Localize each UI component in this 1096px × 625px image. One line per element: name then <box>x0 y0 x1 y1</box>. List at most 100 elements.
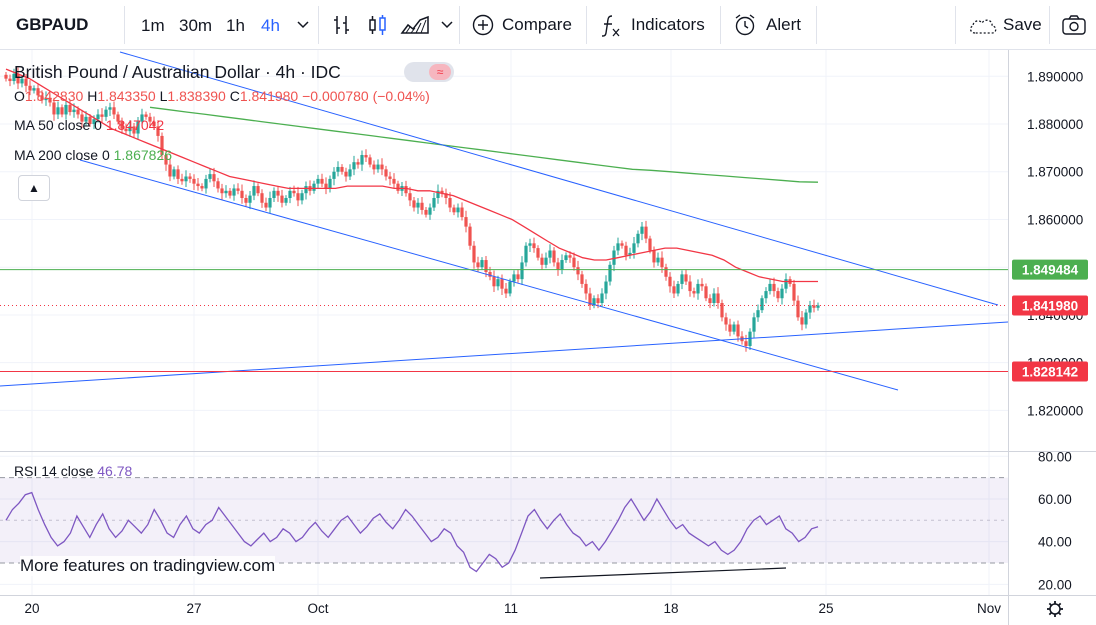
candle-body <box>276 190 280 196</box>
interval-1h[interactable]: 1h <box>226 16 245 35</box>
candle-body <box>504 288 508 294</box>
area-chart-icon[interactable] <box>400 13 430 37</box>
toolbar-divider <box>586 6 587 44</box>
bars-chart-icon[interactable] <box>330 13 354 37</box>
candle-body <box>492 276 496 287</box>
candle-body <box>272 190 276 198</box>
save-button[interactable]: Save <box>1003 15 1042 34</box>
plus-circle-icon[interactable] <box>472 14 494 36</box>
ma200-legend[interactable]: MA 200 close 0 1.867826 <box>14 147 172 163</box>
candle-body <box>584 283 588 294</box>
interval-30m[interactable]: 30m <box>179 16 213 35</box>
candle-body <box>200 186 204 189</box>
candle-body <box>648 238 652 251</box>
candle-body <box>220 188 224 194</box>
ma50-legend[interactable]: MA 50 close 0 1.847042 <box>14 117 164 133</box>
candle-body <box>20 78 24 84</box>
candle-body <box>148 116 152 122</box>
time-tick-label: 27 <box>186 601 201 616</box>
candle-body <box>72 109 76 113</box>
candle-body <box>460 207 464 218</box>
price-level-tag <box>1012 295 1088 316</box>
candle-body <box>480 260 484 268</box>
candle-body <box>192 178 196 184</box>
candle-body <box>704 286 708 299</box>
candle-body <box>472 245 476 263</box>
chevron-down-icon[interactable] <box>297 20 309 30</box>
toolbar: GBPAUD 1m 30m 1h 4h Compare Indicators A… <box>0 0 1096 50</box>
candle-body <box>468 226 472 246</box>
candle-body <box>164 155 168 165</box>
candle-body <box>668 276 672 287</box>
candle-body <box>452 207 456 213</box>
candle-body <box>80 114 84 122</box>
rsi-legend[interactable]: RSI 14 close 46.78 <box>14 463 132 479</box>
candle-body <box>336 166 340 172</box>
candle-body <box>560 260 564 270</box>
candles-chart-icon[interactable] <box>366 13 390 37</box>
chevron-up-icon: ▲ <box>28 181 40 195</box>
candle-body <box>12 73 16 82</box>
candle-body <box>744 341 748 346</box>
candle-body <box>716 293 720 304</box>
candle-body <box>496 279 500 287</box>
compare-button[interactable]: Compare <box>502 15 572 34</box>
function-icon[interactable] <box>598 13 622 39</box>
rsi-tick-label: 40.00 <box>1038 535 1072 550</box>
trendline-lower <box>79 159 899 391</box>
candle-body <box>136 121 140 134</box>
interval-4h[interactable]: 4h <box>261 16 280 35</box>
candle-body <box>96 114 100 120</box>
candle-body <box>424 209 428 215</box>
candle-body <box>48 97 52 103</box>
candle-body <box>700 283 704 287</box>
candle-body <box>604 281 608 294</box>
candle-body <box>120 121 124 129</box>
candle-body <box>304 186 308 194</box>
alert-button[interactable]: Alert <box>766 15 801 34</box>
candle-body <box>320 178 324 184</box>
candle-body <box>88 116 92 124</box>
candle-body <box>232 188 236 196</box>
candle-body <box>732 324 736 332</box>
candle-body <box>312 183 316 191</box>
candle-body <box>64 104 68 115</box>
time-tick-label: 20 <box>24 601 39 616</box>
drawings[interactable] <box>0 51 1009 579</box>
toolbar-divider <box>124 6 125 44</box>
symbol-search[interactable]: GBPAUD <box>16 15 89 34</box>
candle-body <box>600 293 604 304</box>
candle-body <box>676 283 680 294</box>
price-level-tag <box>1012 361 1088 382</box>
gear-icon[interactable] <box>1047 601 1063 617</box>
cloud-icon[interactable] <box>967 14 999 36</box>
candle-body <box>776 291 780 299</box>
candle-body <box>68 104 72 113</box>
chart-canvas[interactable]: 1.8900001.8800001.8700001.8600001.850000… <box>0 50 1096 625</box>
candle-body <box>608 264 612 282</box>
price-level-tag <box>1012 259 1088 280</box>
camera-icon[interactable] <box>1061 13 1087 37</box>
watermark-link[interactable]: More features on tradingview.com <box>20 556 276 576</box>
candle-body <box>500 279 504 289</box>
candle-body <box>392 178 396 184</box>
candle-body <box>616 243 620 251</box>
candle-body <box>772 283 776 292</box>
candle-body <box>264 202 268 208</box>
rsi-divergence-line <box>539 567 787 579</box>
chevron-down-icon[interactable] <box>441 20 453 30</box>
ma200-label: MA 200 close 0 <box>14 147 110 163</box>
candle-body <box>448 197 452 208</box>
candle-body <box>280 195 284 203</box>
candle-body <box>208 174 212 179</box>
indicators-button[interactable]: Indicators <box>631 15 705 34</box>
candle-body <box>184 176 188 182</box>
ohlc-high-label: H <box>87 88 98 104</box>
candle-body <box>104 109 108 117</box>
interval-1m[interactable]: 1m <box>141 16 165 35</box>
chart-title: British Pound / Australian Dollar · 4h ·… <box>14 62 341 82</box>
market-status-pill[interactable]: ≈ <box>404 62 454 82</box>
alarm-clock-icon[interactable] <box>732 12 758 38</box>
rsi-tick-label: 60.00 <box>1038 492 1072 507</box>
collapse-legend-button[interactable]: ▲ <box>18 175 50 201</box>
